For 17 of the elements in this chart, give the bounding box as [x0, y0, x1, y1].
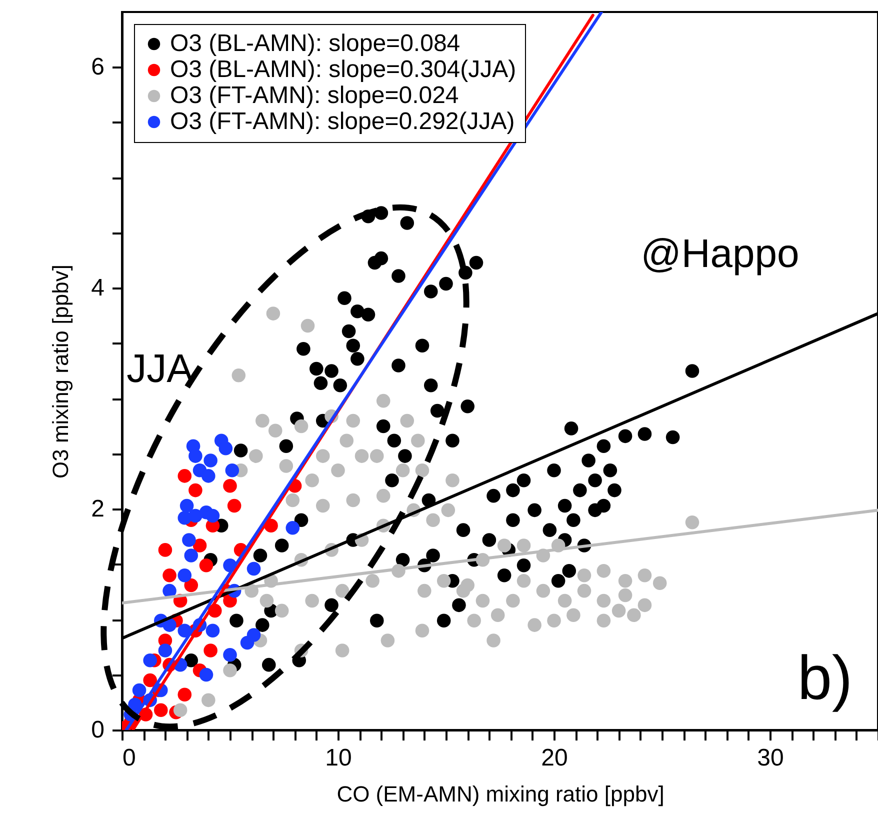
x-tick-label: 10 — [325, 744, 352, 772]
legend-label: O3 (FT-AMN): slope=0.292(JJA) — [170, 108, 515, 135]
y-tick-label: 6 — [91, 54, 104, 81]
legend-label: O3 (BL-AMN): slope=0.084 — [170, 30, 460, 57]
legend-label: O3 (FT-AMN): slope=0.024 — [170, 82, 459, 109]
annotation: b) — [797, 644, 853, 713]
legend-label: O3 (BL-AMN): slope=0.304(JJA) — [170, 56, 516, 83]
y-tick-label: 2 — [91, 496, 104, 523]
annotation: @Happo — [640, 232, 800, 276]
y-tick-label: 4 — [91, 274, 104, 302]
y-axis-title: O3 mixing ratio [ppbv] — [48, 264, 74, 478]
y-tick-label: 0 — [91, 716, 104, 744]
x-tick-label: 30 — [757, 744, 784, 772]
x-tick-label: 20 — [541, 744, 568, 772]
x-axis-title: CO (EM-AMN) mixing ratio [ppbv] — [336, 782, 664, 806]
x-tick-label: 0 — [122, 744, 136, 772]
annotation: JJA — [126, 347, 194, 391]
